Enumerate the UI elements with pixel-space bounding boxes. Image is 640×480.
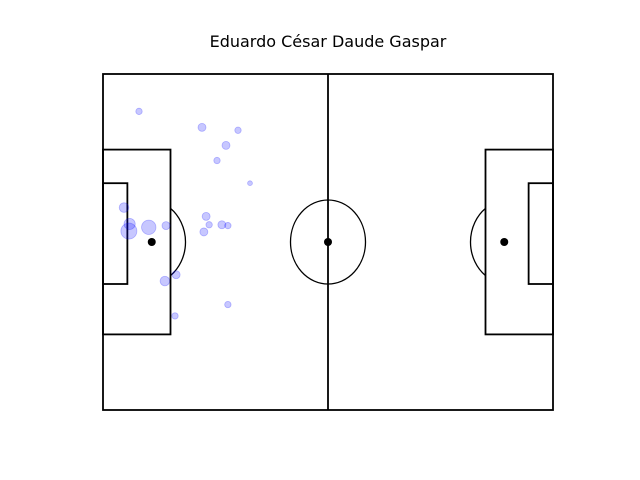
data-point xyxy=(197,122,207,132)
left-penalty-arc xyxy=(170,207,187,277)
left-penalty-spot xyxy=(147,238,156,246)
data-point xyxy=(120,222,138,240)
data-point xyxy=(221,140,231,150)
right-penalty-spot xyxy=(500,238,509,246)
centre-circle xyxy=(289,199,367,285)
chart-title: Eduardo César Daude Gaspar xyxy=(209,32,447,51)
left-penalty-box xyxy=(102,148,172,336)
data-point xyxy=(141,219,157,235)
data-point xyxy=(171,312,179,320)
data-point xyxy=(205,221,213,229)
right-penalty-arc xyxy=(469,207,486,277)
data-point xyxy=(224,300,232,309)
data-point xyxy=(234,126,242,134)
data-point xyxy=(159,275,171,287)
data-point xyxy=(224,222,232,230)
data-point xyxy=(118,202,130,213)
right-penalty-box xyxy=(484,148,554,336)
data-point xyxy=(199,227,209,237)
data-point xyxy=(135,107,143,115)
left-six-yard-box xyxy=(102,182,129,285)
pitch-lines xyxy=(102,73,554,411)
data-point xyxy=(201,211,211,221)
data-point xyxy=(123,217,136,230)
right-six-yard-box xyxy=(527,182,554,285)
data-point xyxy=(213,156,221,165)
centre-spot xyxy=(324,238,332,246)
data-point xyxy=(171,270,181,280)
data-point xyxy=(161,221,171,231)
shot-points xyxy=(118,107,253,320)
data-point xyxy=(247,180,253,187)
data-point xyxy=(217,220,227,230)
